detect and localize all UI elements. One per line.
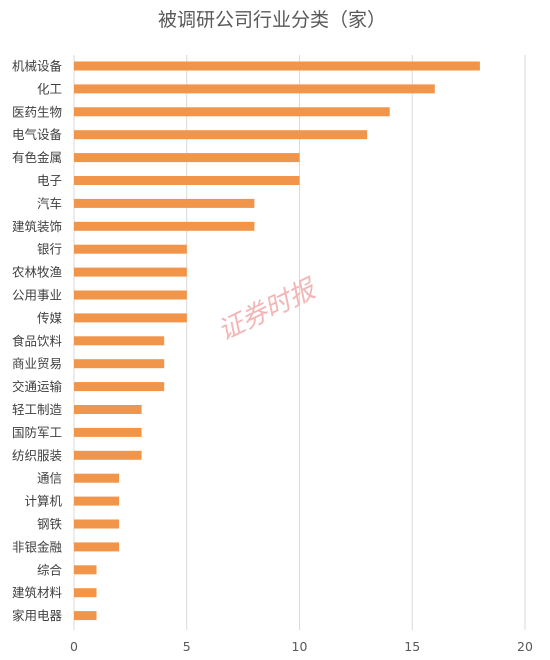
category-label: 交通运输: [12, 379, 63, 394]
category-label: 通信: [37, 471, 62, 486]
bar: [74, 61, 480, 71]
bar: [74, 153, 300, 163]
bar: [74, 198, 255, 208]
category-label: 农林牧渔: [12, 265, 62, 280]
bar: [74, 611, 97, 621]
bar: [74, 176, 300, 185]
x-axis-tick-labels: 0 5 10 15 20: [70, 639, 533, 654]
category-label: 机械设备: [12, 59, 63, 74]
category-label: 食品饮料: [12, 333, 63, 348]
bar: [74, 542, 120, 552]
category-label: 纺织服装: [12, 448, 62, 463]
bar: [74, 313, 187, 323]
category-label: 轻工制造: [12, 402, 63, 417]
category-labels: 机械设备化工医药生物电气设备有色金属电子汽车建筑装饰银行农林牧渔公用事业传媒食品…: [12, 59, 63, 624]
bar: [74, 130, 368, 140]
bar: [74, 496, 120, 506]
bar: [74, 427, 142, 437]
category-label: 医药生物: [12, 104, 62, 119]
bar: [74, 405, 142, 414]
category-label: 建筑装饰: [12, 219, 62, 234]
category-label: 家用电器: [12, 608, 63, 623]
bar: [74, 473, 120, 483]
bar: [74, 221, 255, 231]
x-tick-label: 10: [292, 639, 308, 654]
x-tick-label: 15: [404, 639, 420, 654]
category-label: 有色金属: [12, 150, 62, 165]
category-label: 银行: [37, 242, 62, 257]
bar: [74, 382, 165, 392]
category-label: 综合: [37, 562, 63, 577]
category-label: 化工: [37, 81, 62, 96]
category-label: 商业贸易: [12, 356, 62, 371]
category-label: 国防军工: [12, 425, 62, 440]
bar: [74, 107, 390, 117]
bar: [74, 84, 435, 94]
bar: [74, 244, 187, 254]
bar: [74, 359, 165, 369]
category-label: 传媒: [37, 310, 63, 325]
bar: [74, 519, 120, 529]
x-tick-label: 5: [183, 639, 191, 654]
bar: [74, 450, 142, 460]
bar: [74, 290, 187, 300]
bar: [74, 336, 165, 346]
watermark: 证券时报: [213, 273, 322, 347]
category-label: 建筑材料: [12, 585, 63, 600]
bar: [74, 588, 97, 598]
category-label: 电子: [37, 173, 62, 188]
category-label: 计算机: [24, 494, 62, 509]
category-label: 钢铁: [37, 517, 63, 532]
category-label: 电气设备: [12, 127, 63, 142]
bar: [74, 267, 187, 277]
category-label: 公用事业: [12, 288, 62, 303]
chart-title: 被调研公司行业分类（家）: [158, 9, 386, 31]
category-label: 非银金融: [12, 539, 63, 554]
bar: [74, 565, 97, 575]
bars: [74, 61, 480, 621]
x-tick-label: 0: [70, 639, 78, 654]
x-tick-label: 20: [517, 639, 533, 654]
category-label: 汽车: [37, 196, 62, 211]
